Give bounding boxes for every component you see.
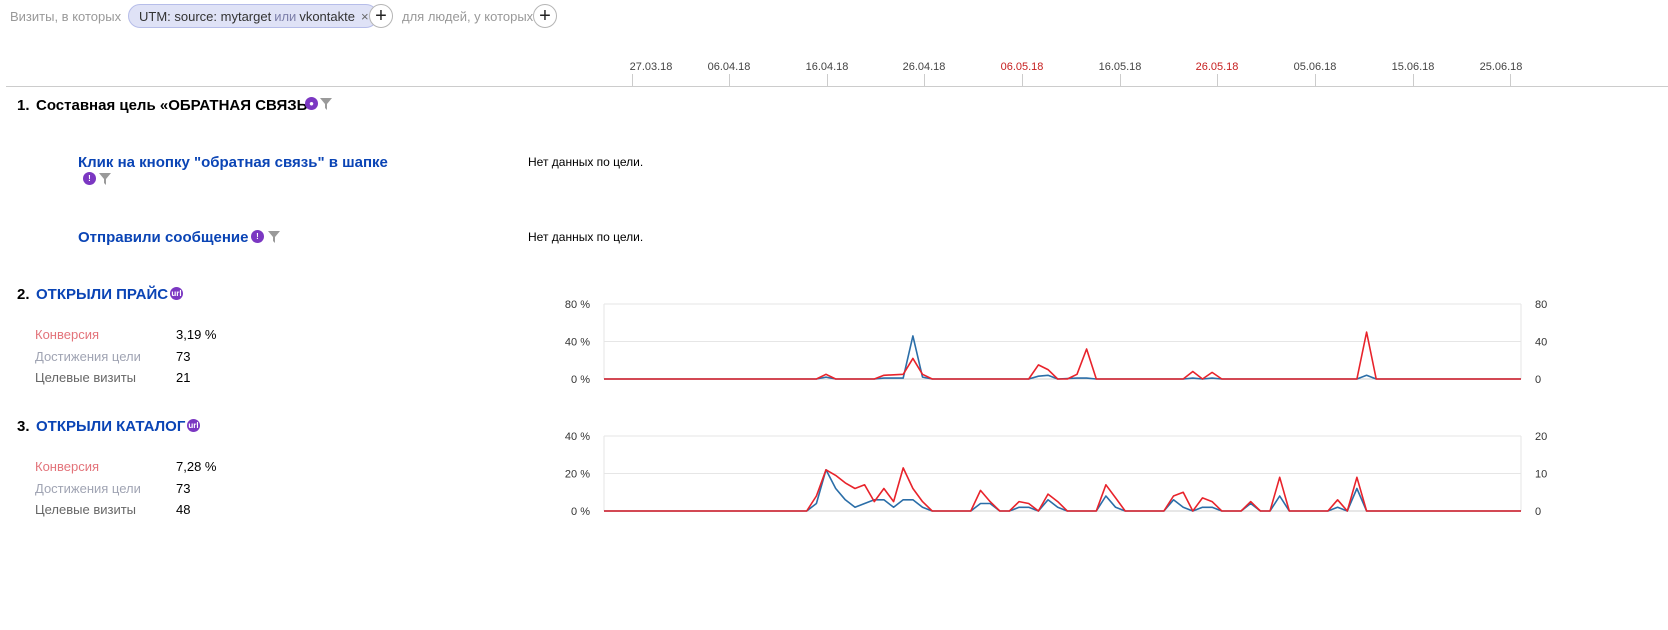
timeline-date-label: 26.05.18	[1195, 61, 1239, 73]
metric-visits-value: 48	[176, 502, 191, 517]
y-tick-label-left: 0 %	[571, 506, 590, 518]
close-icon[interactable]: ×	[360, 8, 369, 24]
y-tick-label-right: 0	[1535, 506, 1541, 518]
filter-funnel-icon[interactable]	[99, 173, 111, 185]
composite-goal-icon[interactable]: ●	[305, 97, 318, 110]
goal-title[interactable]: ОТКРЫЛИ КАТАЛОГ	[36, 418, 186, 435]
metric-visits-value: 21	[176, 370, 191, 385]
timeline-tick-mark	[1510, 74, 1511, 86]
filter-funnel-icon[interactable]	[268, 231, 280, 243]
chip-value: vkontakte	[299, 8, 355, 24]
y-tick-label-right: 20	[1535, 431, 1547, 443]
price-goal-chart: 0 % 0 40 % 40 80 % 80	[565, 299, 1547, 386]
timeline-tick-mark	[924, 74, 925, 86]
metric-conversion-value: 7,28 %	[176, 459, 217, 474]
timeline-date-label: 05.06.18	[1293, 61, 1337, 73]
people-filter-label: для людей, у которых	[402, 9, 534, 24]
metric-visits-label: Целевые визиты	[35, 370, 137, 385]
timeline-tick-mark	[1022, 74, 1023, 86]
metric-conversion-label: Конверсия	[35, 459, 100, 474]
metric-conversion-value: 3,19 %	[176, 327, 217, 342]
exclamation-icon: !	[251, 230, 264, 243]
y-tick-label-left: 40 %	[565, 337, 590, 349]
timeline-tick-mark	[729, 74, 730, 86]
chip-prefix: UTM: source: mytarget	[139, 8, 272, 24]
goal-title: Составная цель «ОБРАТНАЯ СВЯЗЬ»	[36, 97, 316, 114]
timeline-date-label: 15.06.18	[1391, 61, 1435, 73]
timeline-date-label: 26.04.18	[902, 61, 946, 73]
timeline-date-label: 27.03.18	[629, 61, 673, 73]
metric-reaches-value: 73	[176, 481, 191, 496]
goal-step-title[interactable]: Отправили сообщение	[78, 229, 249, 246]
timeline-date-label: 06.05.18	[1000, 61, 1044, 73]
catalog-goal-chart: 0 % 0 20 % 10 40 % 20	[565, 431, 1547, 518]
y-tick-label-left: 20 %	[565, 469, 590, 481]
y-tick-label-left: 0 %	[571, 374, 590, 386]
goal-step-title[interactable]: Клик на кнопку "обратная связь" в шапке	[78, 154, 388, 171]
y-tick-label-right: 0	[1535, 374, 1541, 386]
timeline-divider	[6, 86, 1668, 87]
timeline-tick-mark	[1217, 74, 1218, 86]
goal-number: 2.	[17, 286, 30, 303]
timeline-tick-mark	[1315, 74, 1316, 86]
timeline-tick-mark	[632, 74, 633, 86]
visits-series-line	[604, 468, 1521, 512]
y-tick-label-left: 80 %	[565, 299, 590, 311]
timeline-date-label: 25.06.18	[1479, 61, 1523, 73]
visits-filter-label: Визиты, в которых	[10, 9, 122, 24]
add-visit-condition-button[interactable]: +	[369, 4, 393, 28]
metric-reaches-value: 73	[176, 349, 191, 364]
timeline-tick-mark	[1413, 74, 1414, 86]
visits-series-line	[604, 335, 1521, 380]
metric-reaches-label: Достижения цели	[35, 481, 141, 496]
metric-conversion-label: Конверсия	[35, 327, 100, 342]
conversion-series-line	[604, 331, 1521, 380]
timeline-date-label: 16.05.18	[1098, 61, 1142, 73]
y-tick-label-right: 80	[1535, 299, 1547, 311]
timeline-date-label: 16.04.18	[805, 61, 849, 73]
filter-funnel-icon[interactable]	[320, 98, 332, 110]
y-tick-label-right: 10	[1535, 469, 1547, 481]
timeline-tick-mark	[827, 74, 828, 86]
utm-filter-chip[interactable]: UTM: source: mytarget или vkontakte ×	[128, 4, 378, 28]
y-tick-label-right: 40	[1535, 337, 1547, 349]
no-data-text: Нет данных по цели.	[528, 155, 644, 169]
metric-reaches-label: Достижения цели	[35, 349, 141, 364]
y-tick-label-left: 40 %	[565, 431, 590, 443]
add-people-condition-button[interactable]: +	[533, 4, 557, 28]
exclamation-icon: !	[83, 172, 96, 185]
conversion-series-line	[604, 467, 1521, 512]
goal-number: 3.	[17, 418, 30, 435]
url-goal-icon: url	[187, 419, 200, 432]
timeline-tick-mark	[1120, 74, 1121, 86]
goal-number: 1.	[17, 97, 30, 114]
goal-title[interactable]: ОТКРЫЛИ ПРАЙС	[36, 286, 169, 303]
metric-visits-label: Целевые визиты	[35, 502, 137, 517]
timeline-date-label: 06.04.18	[707, 61, 751, 73]
no-data-text: Нет данных по цели.	[528, 230, 644, 244]
url-goal-icon: url	[170, 287, 183, 300]
chip-or: или	[274, 8, 297, 24]
